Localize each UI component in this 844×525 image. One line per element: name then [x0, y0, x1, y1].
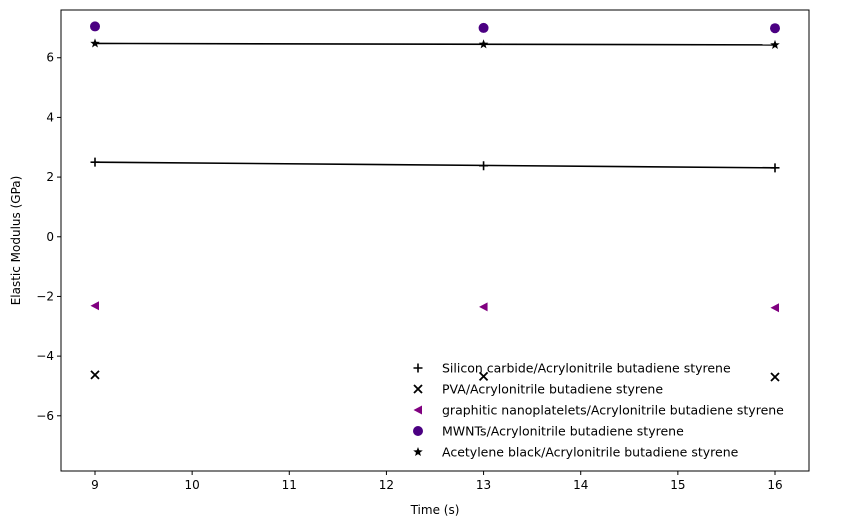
series: [90, 157, 780, 173]
data-point: [413, 447, 423, 457]
legend-item: Silicon carbide/Acrylonitrile butadiene …: [413, 361, 731, 376]
data-point: [478, 22, 489, 33]
series: [90, 38, 780, 49]
data-point: [478, 371, 489, 382]
y-tick-label: 4: [46, 110, 54, 124]
legend: Silicon carbide/Acrylonitrile butadiene …: [413, 361, 784, 460]
y-tick-label: −4: [36, 349, 54, 363]
data-point: [413, 363, 423, 373]
series: [90, 301, 779, 313]
data-point: [90, 301, 99, 311]
data-point: [479, 302, 488, 312]
data-point: [90, 38, 100, 48]
legend-label: graphitic nanoplatelets/Acrylonitrile bu…: [442, 403, 784, 418]
x-tick-label: 15: [670, 478, 685, 492]
x-axis-label: Time (s): [410, 503, 460, 517]
data-point: [770, 163, 780, 173]
legend-label: MWNTs/Acrylonitrile butadiene styrene: [442, 424, 684, 439]
y-tick-label: −6: [36, 409, 54, 423]
data-point: [479, 161, 489, 171]
data-point: [413, 405, 422, 415]
plot-frame: [60, 9, 810, 472]
y-tick-label: 0: [46, 230, 54, 244]
data-point: [90, 370, 100, 380]
x-tick-label: 12: [379, 478, 394, 492]
x-tick-label: 13: [476, 478, 491, 492]
legend-label: Acetylene black/Acrylonitrile butadiene …: [442, 445, 739, 460]
data-point: [770, 372, 780, 382]
plot-area: [90, 21, 780, 382]
x-tick-label: 11: [282, 478, 297, 492]
legend-item: graphitic nanoplatelets/Acrylonitrile bu…: [413, 403, 784, 418]
fit-line: [94, 161, 776, 169]
data-point: [90, 157, 100, 167]
x-tick-label: 10: [185, 478, 200, 492]
data-point: [478, 39, 489, 49]
x-tick-label: 16: [767, 478, 782, 492]
data-point: [770, 303, 779, 313]
y-tick-label: −2: [36, 289, 54, 303]
y-axis-label: Elastic Modulus (GPa): [9, 176, 23, 306]
series: [90, 21, 780, 34]
data-point: [770, 39, 780, 49]
data-point: [413, 426, 423, 436]
legend-item: PVA/Acrylonitrile butadiene styrene: [413, 382, 663, 397]
x-tick-label: 14: [573, 478, 588, 492]
legend-label: PVA/Acrylonitrile butadiene styrene: [442, 382, 663, 397]
x-axis: 9 10 11 12 13 14 15 16: [91, 471, 783, 492]
legend-label: Silicon carbide/Acrylonitrile butadiene …: [442, 361, 731, 376]
y-tick-label: 6: [46, 51, 54, 65]
series: [90, 370, 780, 382]
legend-item: MWNTs/Acrylonitrile butadiene styrene: [413, 424, 684, 439]
y-axis: −6 −4 −2 0 2 4 6: [36, 51, 61, 423]
data-point: [770, 23, 780, 34]
y-tick-label: 2: [46, 170, 54, 184]
data-point: [413, 384, 423, 394]
legend-item: Acetylene black/Acrylonitrile butadiene …: [413, 445, 739, 460]
fit-line: [94, 42, 776, 46]
x-tick-label: 9: [91, 478, 99, 492]
data-point: [90, 21, 100, 32]
